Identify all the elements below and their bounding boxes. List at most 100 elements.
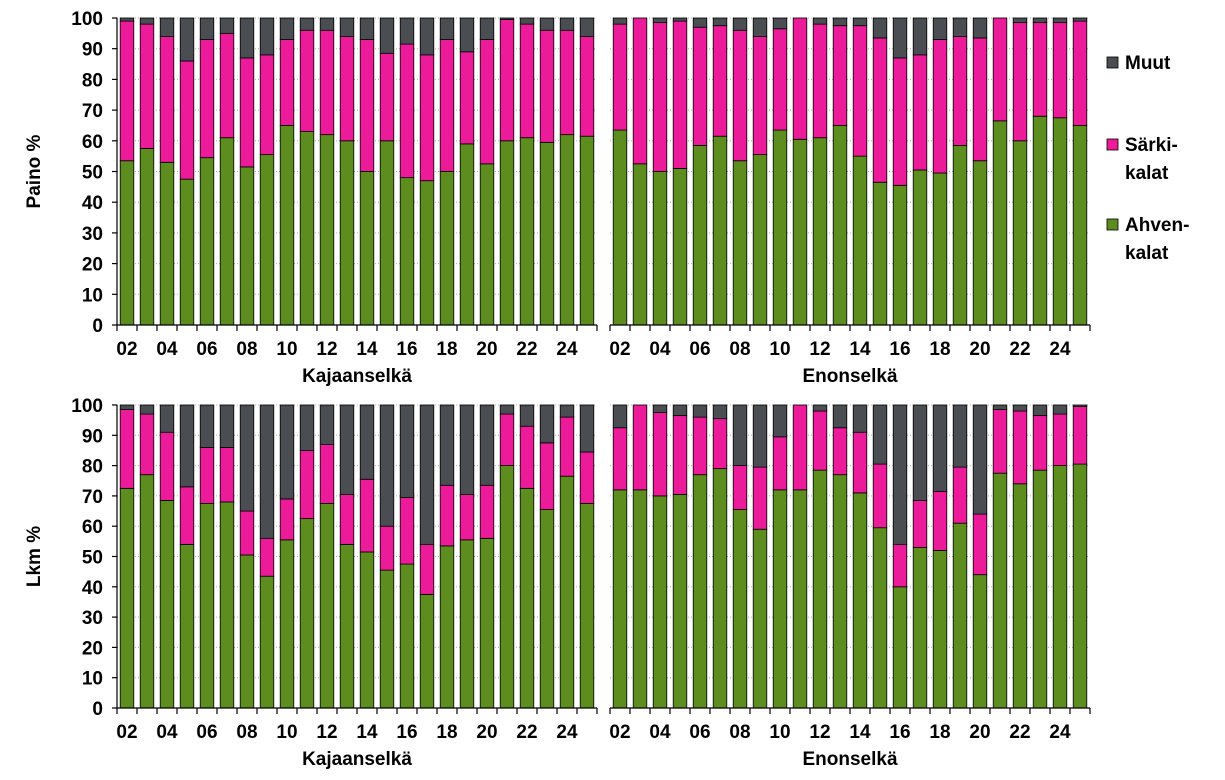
bar-segment-muut: [479, 17, 495, 40]
bar-segment-muut: [1052, 17, 1068, 24]
bar-segment-sarki: [872, 463, 888, 529]
bar-segment-muut: [259, 404, 275, 539]
x-tick-label: 04: [156, 722, 178, 743]
x-tick-label: 06: [196, 339, 217, 360]
bar-segment-ahven: [179, 543, 195, 709]
bar-segment-ahven: [439, 171, 455, 326]
bar-segment-ahven: [772, 129, 788, 326]
x-tick-label: 08: [236, 339, 257, 360]
bar-segment-ahven: [159, 500, 175, 709]
bar-segment-sarki: [379, 52, 395, 142]
bar-segment-sarki: [259, 537, 275, 577]
y-tick-label: 40: [82, 578, 103, 599]
bar-segment-ahven: [259, 575, 275, 709]
bar-segment-sarki: [339, 493, 355, 545]
bar-segment-muut: [519, 17, 535, 25]
bar-segment-ahven: [199, 157, 215, 326]
bar-segment-sarki: [632, 404, 648, 491]
bar-segment-sarki: [952, 36, 968, 146]
bar-segment-ahven: [459, 539, 475, 709]
bar-segment-sarki: [892, 57, 908, 186]
bar-segment-muut: [912, 17, 928, 56]
bar-segment-ahven: [519, 137, 535, 326]
x-tick-label: 06: [689, 722, 710, 743]
bar-segment-sarki: [932, 490, 948, 551]
legend-label-line: Ahven-: [1125, 215, 1189, 236]
bar-segment-sarki: [199, 39, 215, 159]
bar-segment-sarki: [752, 36, 768, 156]
bar-segment-sarki: [632, 17, 648, 165]
bar-segment-sarki: [1072, 20, 1088, 126]
x-axis-title: Kajaanselkä: [302, 749, 412, 770]
bar-segment-muut: [1012, 17, 1028, 24]
bar-segment-sarki: [932, 39, 948, 174]
bar-segment-sarki: [732, 465, 748, 510]
bar-segment-muut: [359, 404, 375, 480]
y-tick-label: 20: [82, 638, 103, 659]
bar-segment-muut: [139, 404, 155, 415]
bar-segment-muut: [339, 17, 355, 37]
bar-segment-muut: [119, 404, 135, 410]
x-tick-label: 18: [929, 722, 950, 743]
bar-segment-sarki: [119, 20, 135, 162]
x-axis-title: Enonselkä: [802, 366, 897, 387]
bar-segment-ahven: [912, 169, 928, 326]
x-tick-label: 24: [1049, 722, 1071, 743]
y-tick-label: 30: [82, 224, 103, 245]
bar-segment-sarki: [259, 54, 275, 156]
bar-segment-ahven: [892, 586, 908, 709]
bar-segment-ahven: [299, 131, 315, 326]
bar-segment-sarki: [159, 431, 175, 501]
bar-segment-ahven: [892, 184, 908, 326]
bar-segment-ahven: [792, 489, 808, 709]
bar-segment-muut: [159, 404, 175, 433]
bar-segment-muut: [872, 17, 888, 39]
bar-segment-sarki: [672, 20, 688, 169]
bar-segment-ahven: [239, 166, 255, 326]
bar-segment-muut: [1032, 404, 1048, 417]
bar-segment-muut: [1012, 404, 1028, 412]
bar-segment-ahven: [972, 574, 988, 709]
bar-segment-ahven: [712, 135, 728, 326]
bar-segment-sarki: [219, 447, 235, 503]
bar-segment-ahven: [672, 168, 688, 326]
y-tick-label: 60: [82, 132, 103, 153]
bar-segment-sarki: [219, 32, 235, 139]
bar-segment-muut: [852, 404, 868, 433]
bar-segment-sarki: [559, 29, 575, 136]
bar-segment-muut: [199, 404, 215, 448]
bar-segment-muut: [539, 404, 555, 444]
legend-label-line: kalat: [1125, 243, 1169, 264]
bar-segment-ahven: [219, 137, 235, 326]
bar-segment-muut: [652, 17, 668, 24]
bar-segment-ahven: [419, 180, 435, 326]
x-tick-label: 24: [1049, 339, 1071, 360]
bar-segment-sarki: [579, 451, 595, 504]
bar-segment-sarki: [972, 513, 988, 576]
bar-segment-sarki: [652, 22, 668, 172]
bar-segment-ahven: [119, 160, 135, 326]
y-tick-label: 70: [82, 487, 103, 508]
bar-segment-ahven: [439, 545, 455, 709]
panel-paino-kajaanselka: 0 10 20 30 40 50 60 70 80 90 100 02 04 06 08 10 12 14 16 18…: [24, 9, 598, 387]
bar-segment-muut: [279, 17, 295, 40]
y-tick-label: 10: [82, 285, 103, 306]
bar-segment-sarki: [652, 412, 668, 497]
bar-segment-ahven: [499, 140, 515, 326]
bar-segment-muut: [559, 17, 575, 31]
bar-segment-ahven: [1012, 483, 1028, 709]
x-tick-label: 06: [196, 722, 217, 743]
bar-segment-ahven: [752, 154, 768, 326]
bar-segment-sarki: [1032, 415, 1048, 471]
bar-segment-muut: [952, 404, 968, 468]
bar-segment-muut: [692, 404, 708, 418]
bar-segment-muut: [932, 17, 948, 40]
x-tick-label: 04: [649, 722, 671, 743]
bar-segment-sarki: [539, 442, 555, 510]
bar-segment-muut: [159, 17, 175, 37]
bar-segment-sarki: [992, 17, 1008, 122]
x-tick-label: 08: [729, 339, 750, 360]
x-tick-label: 06: [689, 339, 710, 360]
bar-segment-muut: [179, 17, 195, 62]
